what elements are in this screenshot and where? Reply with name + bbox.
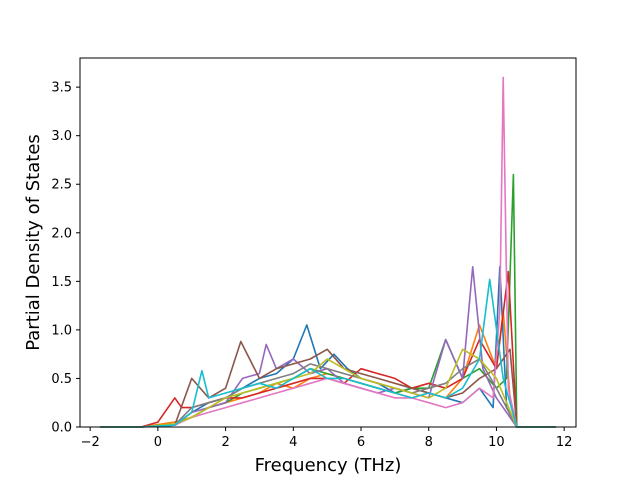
x-tick-label: 6 (357, 435, 365, 450)
y-tick-label: 2.5 (51, 178, 72, 193)
x-axis-label: Frequency (THz) (255, 455, 402, 476)
y-tick-label: 1.5 (51, 275, 72, 290)
series-line-7 (100, 358, 556, 428)
series-line-8 (100, 348, 556, 428)
x-tick-label: 0 (154, 435, 162, 450)
x-tick-label: 12 (556, 435, 573, 450)
y-tick-label: 1.0 (51, 323, 72, 338)
y-axis-ticks: 0.0 0.5 1.0 1.5 2.0 2.5 3.0 3.5 (51, 81, 80, 436)
x-tick-label: 10 (488, 435, 505, 450)
series-layer (100, 76, 556, 428)
x-tick-label: 2 (221, 435, 229, 450)
y-axis-label: Partial Density of States (23, 134, 44, 351)
x-axis-ticks: −2 0 2 4 6 8 10 12 (81, 427, 573, 450)
x-tick-label: 4 (289, 435, 297, 450)
series-line-9 (100, 278, 556, 428)
y-tick-label: 3.5 (51, 81, 72, 96)
y-tick-label: 3.0 (51, 129, 72, 144)
x-tick-label: 8 (425, 435, 433, 450)
axes-frame (79, 57, 577, 428)
y-tick-label: 0.5 (51, 372, 72, 387)
x-tick-label: −2 (81, 435, 100, 450)
y-tick-label: 2.0 (51, 226, 72, 241)
y-tick-label: 0.0 (51, 421, 72, 436)
